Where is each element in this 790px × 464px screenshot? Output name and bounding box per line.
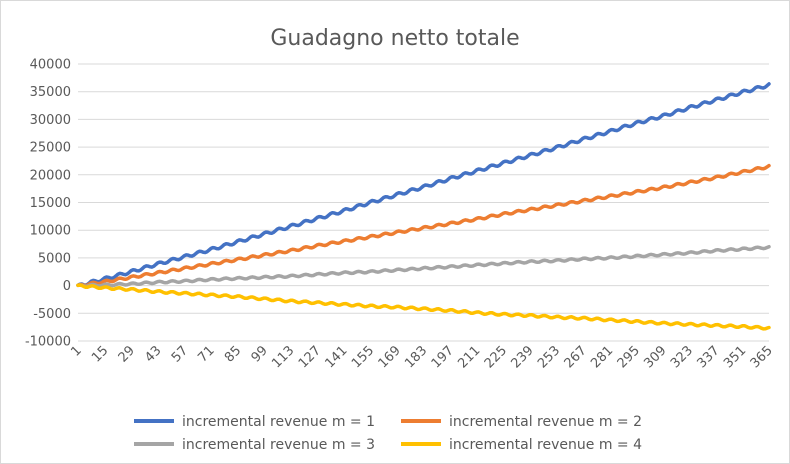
x-tick-label: 155 — [349, 343, 377, 371]
x-tick-label: 267 — [562, 343, 590, 371]
x-tick-label: 253 — [535, 343, 563, 371]
series-line-3 — [76, 244, 771, 289]
legend-label: incremental revenue m = 4 — [449, 437, 642, 453]
x-tick-label: 127 — [296, 343, 324, 371]
x-tick-label: 1 — [68, 343, 84, 359]
y-tick-label: 25000 — [30, 141, 71, 156]
x-tick-label: 281 — [588, 343, 616, 371]
x-tick-label: 57 — [169, 343, 191, 365]
x-tick-label: 323 — [668, 343, 696, 371]
y-tick-label: 0 — [63, 279, 71, 294]
x-tick-label: 337 — [695, 343, 723, 371]
x-tick-label: 113 — [269, 343, 297, 371]
series-line-4 — [76, 283, 771, 331]
series-line-1 — [76, 82, 771, 287]
x-tick-label: 309 — [641, 343, 669, 371]
x-tick-label: 365 — [748, 343, 776, 371]
x-tick-label: 169 — [376, 343, 404, 371]
x-tick-label: 295 — [615, 343, 643, 371]
x-tick-label: 211 — [455, 343, 483, 371]
y-tick-label: 30000 — [30, 113, 71, 128]
legend-label: incremental revenue m = 1 — [182, 414, 375, 430]
legend-label: incremental revenue m = 2 — [449, 414, 642, 430]
y-tick-label: 20000 — [30, 168, 71, 183]
y-tick-label: 15000 — [30, 196, 71, 211]
y-tick-label: -5000 — [33, 307, 71, 322]
x-tick-label: 197 — [429, 343, 457, 371]
series-line-2 — [76, 163, 771, 288]
y-tick-label: 10000 — [30, 224, 71, 239]
x-tick-label: 141 — [322, 343, 350, 371]
x-tick-label: 43 — [142, 343, 164, 365]
x-tick-label: 351 — [721, 343, 749, 371]
x-tick-label: 99 — [249, 343, 271, 365]
x-tick-label: 29 — [116, 343, 138, 365]
y-tick-label: 5000 — [38, 251, 71, 266]
x-tick-label: 239 — [508, 343, 536, 371]
x-axis-tick-labels: 1 15 29 43 57 71 85 991131271411551691831972112… — [68, 343, 775, 371]
y-axis-tick-labels: 40000 35000 30000 25000 20000 15000 10000 5000 0… — [25, 58, 71, 350]
y-tick-label: -10000 — [25, 335, 71, 350]
chart-title: Guadagno netto totale — [270, 26, 519, 51]
x-tick-label: 225 — [482, 343, 510, 371]
gridlines — [78, 63, 769, 342]
x-tick-label: 85 — [222, 343, 244, 365]
series-lines — [76, 82, 771, 331]
x-tick-label: 15 — [89, 343, 111, 365]
y-tick-label: 35000 — [30, 85, 71, 100]
x-tick-label: 71 — [195, 343, 217, 365]
x-tick-label: 183 — [402, 343, 430, 371]
y-tick-label: 40000 — [30, 58, 71, 73]
legend-label: incremental revenue m = 3 — [182, 437, 375, 453]
legend: incremental revenue m = 1 incremental rev… — [134, 414, 642, 453]
